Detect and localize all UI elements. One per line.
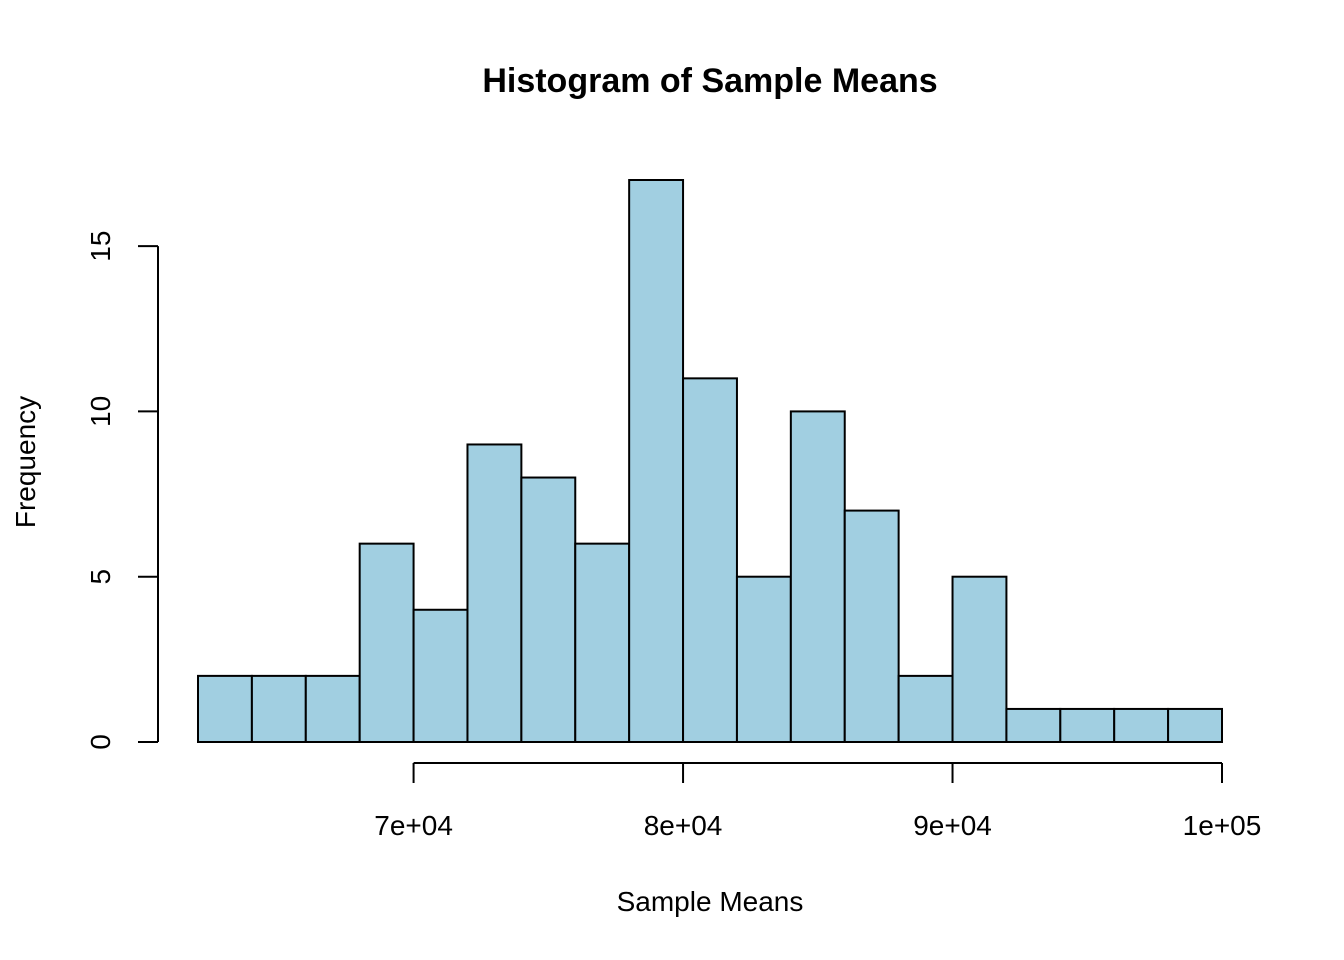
x-axis-label: Sample Means — [617, 886, 804, 917]
bars-group — [198, 180, 1222, 742]
histogram-bar — [791, 411, 845, 742]
histogram-bar — [1006, 709, 1060, 742]
x-tick-label: 9e+04 — [913, 810, 992, 841]
histogram-bar — [737, 577, 791, 742]
histogram-bar — [306, 676, 360, 742]
histogram-bar — [953, 577, 1007, 742]
histogram-bar — [629, 180, 683, 742]
y-axis: 0 5 10 15 — [85, 231, 158, 750]
histogram-bar — [575, 544, 629, 742]
y-tick-label: 5 — [85, 569, 116, 585]
y-tick-label: 15 — [85, 231, 116, 262]
y-tick-label: 10 — [85, 396, 116, 427]
histogram-bar — [414, 610, 468, 742]
x-tick-label: 7e+04 — [374, 810, 453, 841]
y-axis-label: Frequency — [10, 396, 41, 528]
histogram-bar — [683, 378, 737, 742]
histogram-bar — [899, 676, 953, 742]
histogram-bar — [467, 444, 521, 742]
histogram-bar — [845, 511, 899, 742]
chart-title: Histogram of Sample Means — [482, 62, 937, 100]
histogram-bar — [521, 478, 575, 742]
histogram-bar — [1060, 709, 1114, 742]
histogram-bar — [1114, 709, 1168, 742]
y-tick-label: 0 — [85, 734, 116, 750]
histogram-bar — [1168, 709, 1222, 742]
histogram-bar — [360, 544, 414, 742]
x-tick-label: 1e+05 — [1183, 810, 1262, 841]
histogram-bar — [198, 676, 252, 742]
x-tick-label: 8e+04 — [644, 810, 723, 841]
histogram-bar — [252, 676, 306, 742]
x-axis: 7e+04 8e+04 9e+04 1e+05 — [374, 763, 1261, 841]
